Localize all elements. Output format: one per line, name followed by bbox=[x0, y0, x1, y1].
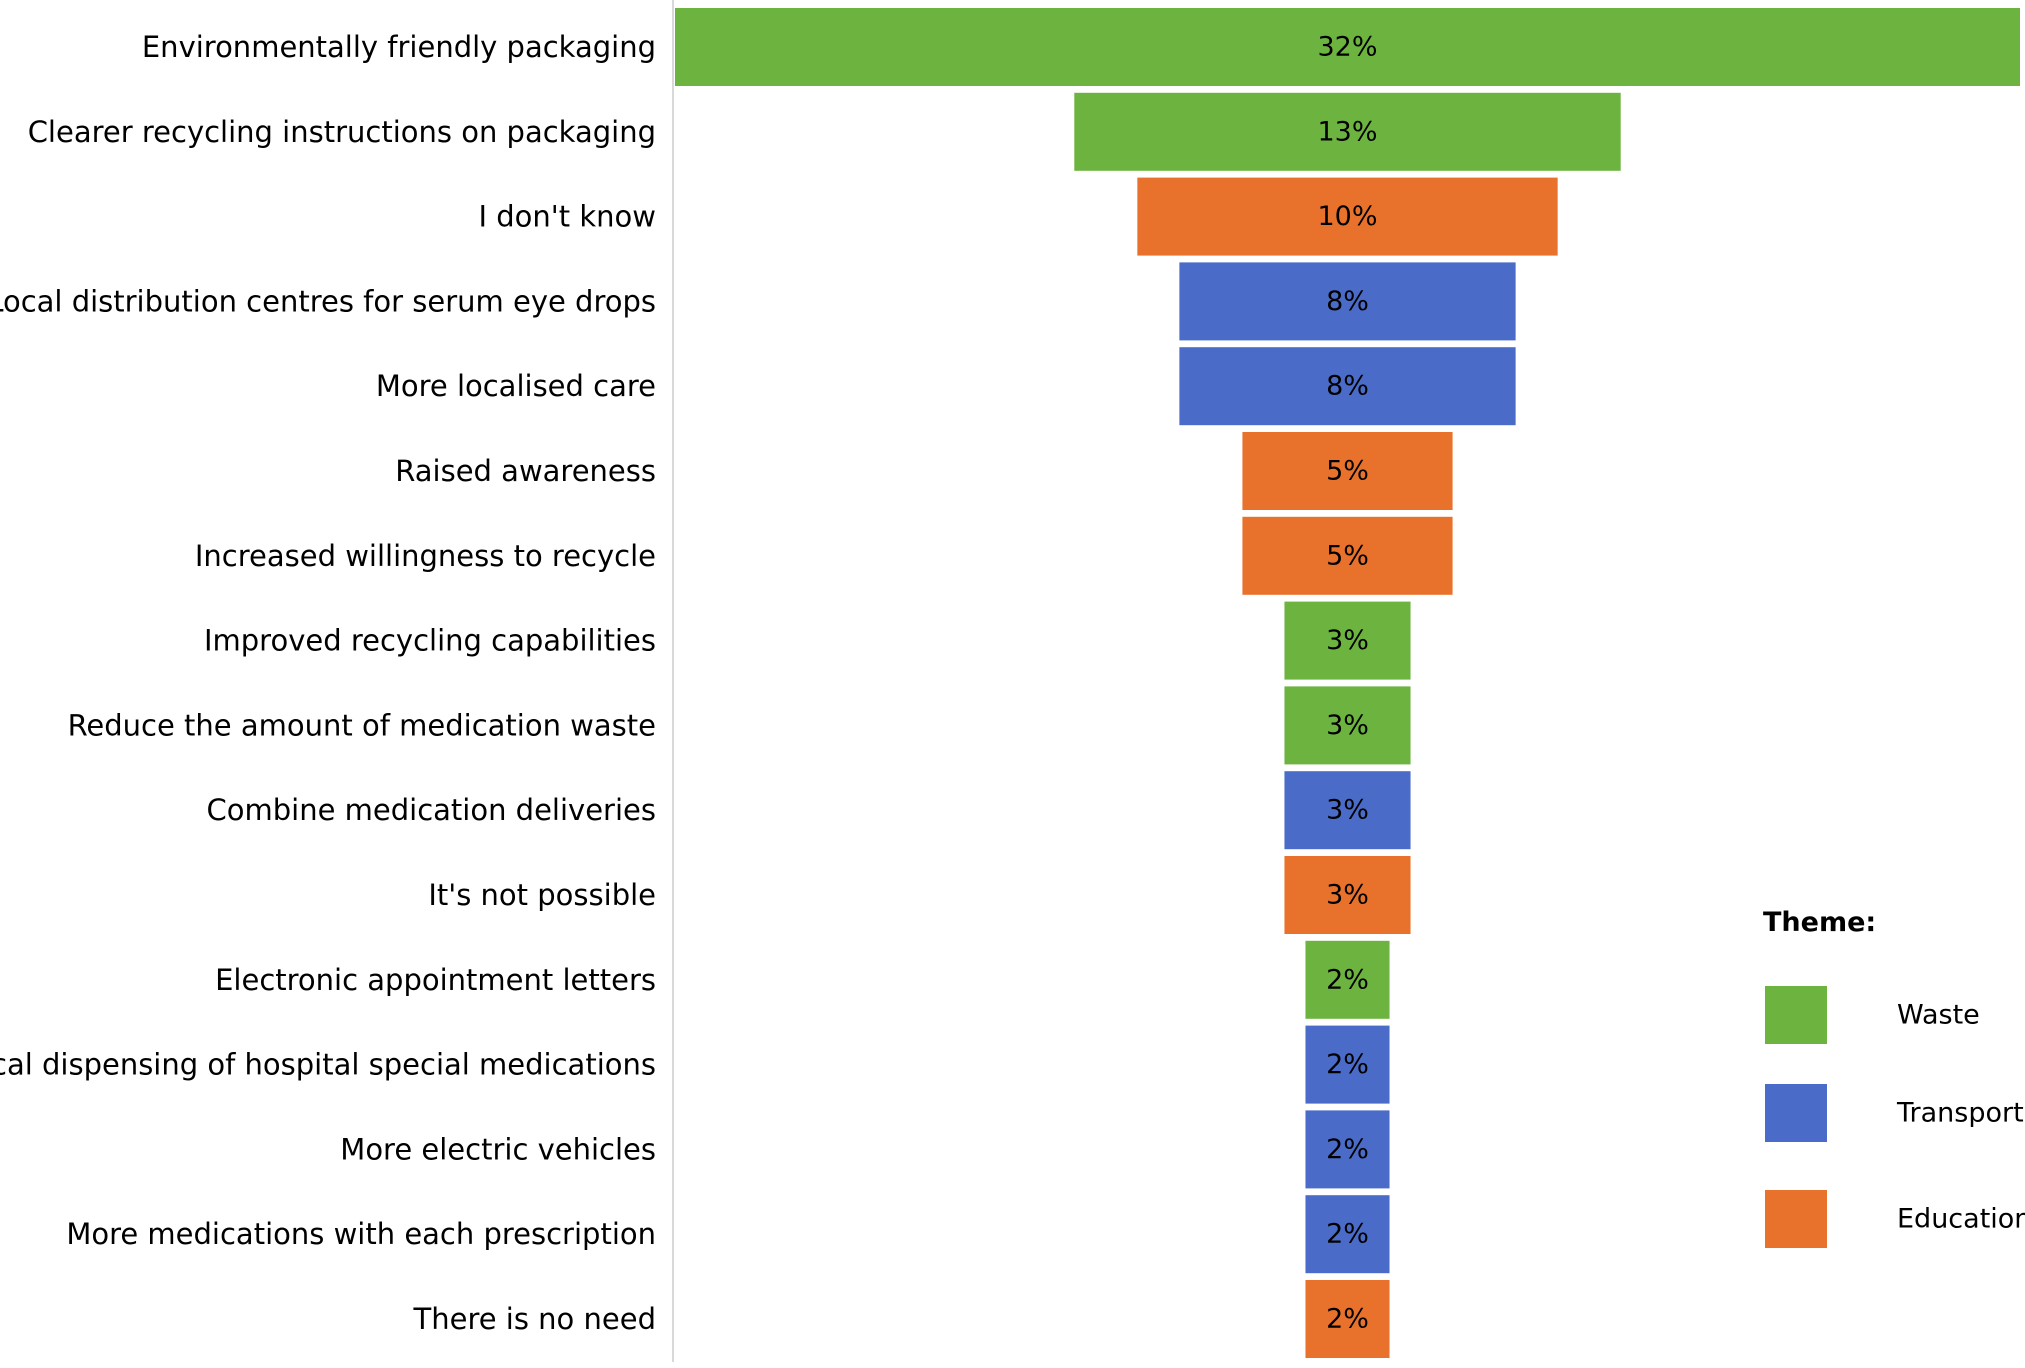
legend-swatch bbox=[1765, 986, 1827, 1044]
data-label: 5% bbox=[1326, 456, 1369, 487]
legend-label: Transport bbox=[1896, 1098, 2024, 1129]
bar bbox=[1305, 1110, 1390, 1189]
data-label: 3% bbox=[1326, 625, 1369, 656]
bar bbox=[1137, 177, 1558, 256]
category-label: Improved recycling capabilities bbox=[204, 624, 656, 658]
legend: Theme: Waste Transport Education bbox=[1763, 907, 2025, 1248]
category-label: Clearer recycling instructions on packag… bbox=[28, 115, 656, 149]
category-label: There is no need bbox=[413, 1302, 656, 1336]
bar bbox=[1179, 347, 1516, 426]
bar bbox=[1284, 686, 1411, 765]
bar bbox=[1242, 516, 1453, 595]
category-label: Environmentally friendly packaging bbox=[142, 30, 656, 64]
category-label: Increased willingness to recycle bbox=[195, 539, 656, 573]
data-label: 13% bbox=[1317, 116, 1377, 147]
data-label: 2% bbox=[1326, 1304, 1369, 1335]
legend-label: Education bbox=[1897, 1204, 2025, 1235]
category-label: Reduce the amount of medication waste bbox=[68, 708, 656, 742]
data-label: 2% bbox=[1326, 1219, 1369, 1250]
bar bbox=[675, 8, 2020, 86]
category-label: More localised care bbox=[376, 369, 656, 403]
bar bbox=[1305, 1280, 1390, 1358]
category-label: Local distribution centres for serum eye… bbox=[0, 284, 656, 318]
legend-swatch bbox=[1765, 1084, 1827, 1142]
bar bbox=[1305, 1195, 1390, 1274]
legend-label: Waste bbox=[1897, 1000, 1980, 1031]
bar bbox=[1305, 940, 1390, 1019]
data-label: 32% bbox=[1317, 32, 1377, 63]
data-label: 3% bbox=[1326, 795, 1369, 826]
bar bbox=[1242, 432, 1453, 510]
bar bbox=[1074, 92, 1621, 171]
data-label: 5% bbox=[1326, 540, 1369, 571]
data-label: 2% bbox=[1326, 1049, 1369, 1080]
category-label: Combine medication deliveries bbox=[207, 793, 657, 827]
legend-title: Theme: bbox=[1763, 907, 1876, 938]
category-label: More medications with each prescription bbox=[66, 1217, 656, 1251]
bar bbox=[1284, 601, 1411, 680]
category-label: I don't know bbox=[479, 200, 657, 234]
bar bbox=[1284, 771, 1411, 850]
data-label: 8% bbox=[1326, 371, 1369, 402]
data-label: 3% bbox=[1326, 880, 1369, 911]
bar bbox=[1179, 262, 1516, 341]
category-label: Raised awareness bbox=[395, 454, 656, 488]
bar bbox=[1305, 1025, 1390, 1104]
data-label: 8% bbox=[1326, 286, 1369, 317]
category-label: Local dispensing of hospital special med… bbox=[0, 1048, 656, 1082]
category-label: It's not possible bbox=[428, 878, 656, 912]
data-label: 3% bbox=[1326, 710, 1369, 741]
data-label: 2% bbox=[1326, 964, 1369, 995]
category-label: More electric vehicles bbox=[340, 1132, 656, 1166]
legend-swatch bbox=[1765, 1190, 1827, 1248]
bar-group: 32% Environmentally friendly packaging 13%… bbox=[0, 8, 2020, 1358]
data-label: 10% bbox=[1317, 201, 1377, 232]
category-label: Electronic appointment letters bbox=[215, 963, 656, 997]
data-label: 2% bbox=[1326, 1134, 1369, 1165]
bar bbox=[1284, 856, 1411, 934]
